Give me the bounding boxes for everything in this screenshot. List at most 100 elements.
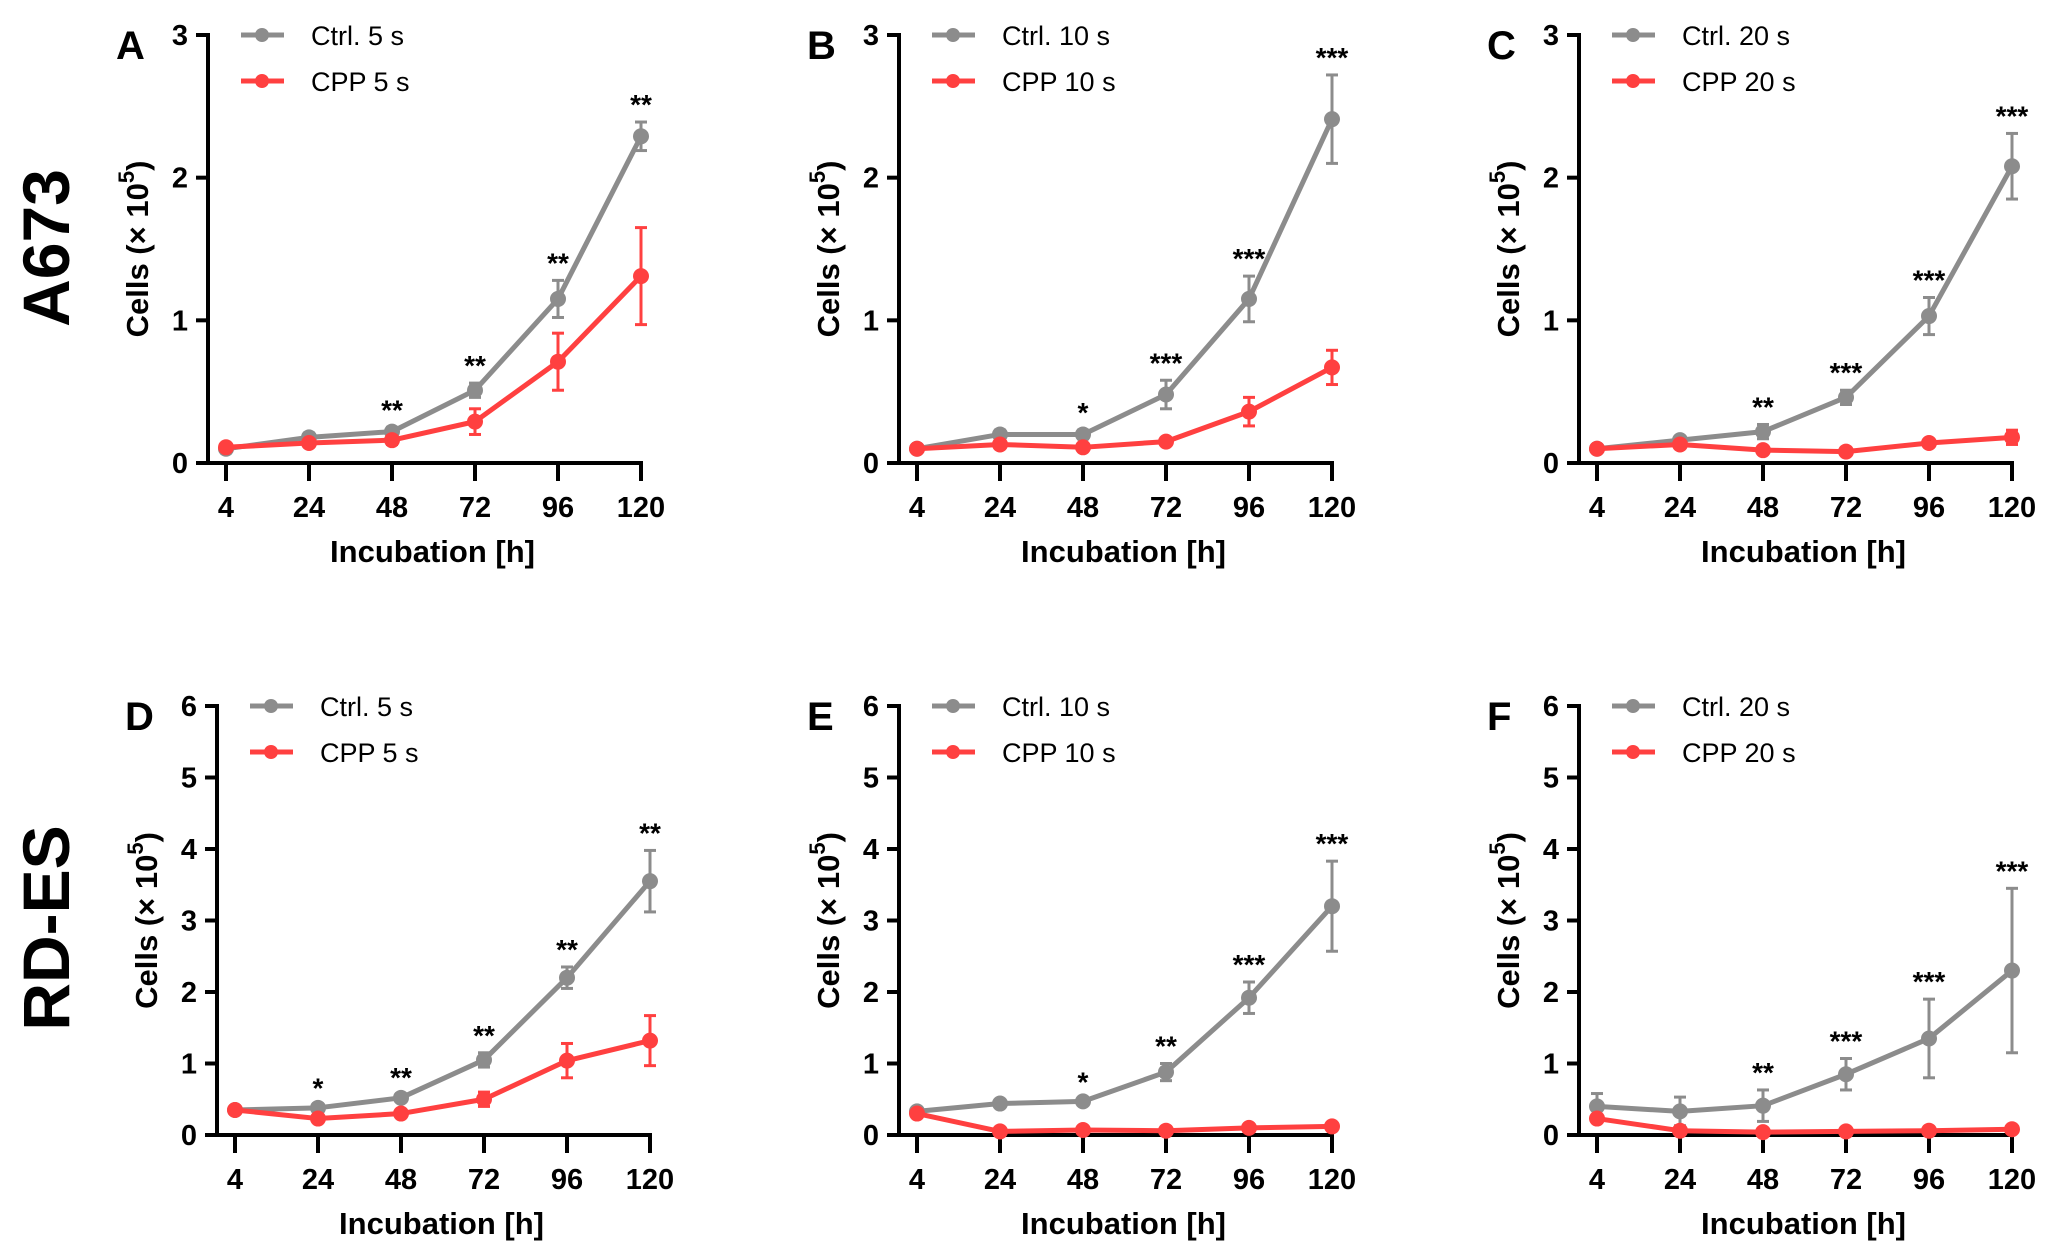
legend-label: Ctrl. 5 s <box>320 692 413 722</box>
data-point <box>1324 111 1340 128</box>
series-line <box>234 1038 651 1122</box>
x-tick-label: 4 <box>227 1164 243 1196</box>
data-point <box>1241 1119 1257 1136</box>
significance-marker: *** <box>1996 100 2029 131</box>
y-axis-title: Cells (× 105) <box>805 161 846 338</box>
data-point <box>1838 389 1854 406</box>
x-tick-label: 4 <box>909 492 925 524</box>
x-tick-label: 48 <box>385 1164 417 1196</box>
significance-marker: *** <box>1830 357 1863 388</box>
y-axis-title-main: Cells (× 10 <box>129 855 164 1009</box>
data-point <box>476 1091 492 1108</box>
data-point <box>559 1052 575 1069</box>
y-axis-title-main: Cells (× 10 <box>120 183 155 337</box>
data-point <box>909 440 925 457</box>
significance-marker: *** <box>1913 966 1946 997</box>
series-cpp <box>909 348 1340 457</box>
series-line <box>1596 968 2014 1114</box>
data-point <box>393 1105 409 1122</box>
y-tick-label: 0 <box>863 1120 879 1152</box>
data-point <box>909 1105 925 1122</box>
x-tick-label: 96 <box>1233 492 1265 524</box>
y-tick-label: 3 <box>863 906 879 938</box>
series-ctrl <box>218 120 649 457</box>
row-label-rdes: RD-ES <box>9 825 83 1030</box>
y-tick-label: 4 <box>181 834 197 866</box>
data-point <box>2004 962 2020 979</box>
series-ctrl <box>909 859 1340 1120</box>
data-point <box>1158 433 1174 450</box>
data-point <box>1672 1103 1688 1120</box>
data-point <box>467 413 483 430</box>
y-tick-label: 1 <box>1543 1049 1559 1081</box>
y-axis-title: Cells (× 105) <box>123 832 164 1009</box>
data-point <box>1589 1110 1605 1127</box>
y-axis-title: Cells (× 105) <box>805 832 846 1009</box>
x-tick-label: 72 <box>1150 1164 1182 1196</box>
y-tick-label: 2 <box>863 977 879 1009</box>
data-point <box>301 435 317 452</box>
data-point <box>1921 1030 1937 1047</box>
y-axis-title-end: ) <box>120 161 155 171</box>
y-axis-title-exponent: 5 <box>1485 171 1510 183</box>
panel-letter: C <box>1487 24 1516 68</box>
x-tick-label: 48 <box>1747 1164 1779 1196</box>
panel-d: D 0 1 2 3 4 5 6 4 24 48 72 96 120 Incubation [h] Cells … <box>123 691 674 1241</box>
data-point <box>1755 1097 1771 1114</box>
series-line <box>1596 165 2015 452</box>
data-point <box>1241 290 1257 307</box>
y-axis-title-exponent: 5 <box>1485 842 1510 854</box>
y-tick-label: 6 <box>181 691 197 723</box>
data-point <box>467 382 483 399</box>
data-point <box>633 268 649 285</box>
panel-f: F 0 1 2 3 4 5 6 4 24 48 72 96 120 Incubation [h] Cells … <box>1485 691 2036 1241</box>
legend-marker <box>264 745 278 759</box>
x-tick-label: 96 <box>1913 1164 1945 1196</box>
x-tick-label: 24 <box>293 492 325 524</box>
panel-letter: E <box>807 695 834 739</box>
y-tick-label: 2 <box>863 163 879 195</box>
y-axis-title-end: ) <box>1491 161 1526 171</box>
y-tick-label: 0 <box>863 448 879 480</box>
series-ctrl <box>227 848 658 1118</box>
significance-marker: *** <box>1150 347 1183 378</box>
significance-marker: ** <box>1155 1031 1177 1062</box>
data-point <box>1838 1066 1854 1083</box>
y-tick-label: 2 <box>1543 977 1559 1009</box>
series-line <box>916 118 1335 452</box>
data-point <box>1921 1122 1937 1139</box>
y-tick-label: 0 <box>1543 448 1559 480</box>
data-point <box>550 290 566 307</box>
panel-letter: F <box>1487 695 1511 739</box>
series-cpp <box>227 1014 658 1127</box>
x-axis-title: Incubation [h] <box>1701 534 1906 569</box>
data-point <box>393 1089 409 1106</box>
legend-label: CPP 5 s <box>320 738 419 768</box>
series-line <box>1596 434 2013 455</box>
data-point <box>218 439 234 456</box>
y-tick-label: 2 <box>181 977 197 1009</box>
y-tick-label: 5 <box>1543 763 1559 795</box>
significance-marker: ** <box>1752 1057 1774 1088</box>
y-axis-title: Cells (× 105) <box>1485 161 1526 338</box>
x-tick-label: 24 <box>1664 1164 1696 1196</box>
data-point <box>1921 308 1937 325</box>
series-line <box>916 1111 1333 1134</box>
legend-marker <box>1626 74 1640 88</box>
panel-letter: D <box>125 695 154 739</box>
panel-e: E 0 1 2 3 4 5 6 4 24 48 72 96 120 Incubation [h] Cells … <box>805 691 1356 1241</box>
significance-marker: ** <box>630 89 652 120</box>
x-tick-label: 72 <box>1830 492 1862 524</box>
data-point <box>992 1095 1008 1112</box>
series-cpp <box>909 1105 1340 1140</box>
data-point <box>1324 359 1340 376</box>
x-axis-title: Incubation [h] <box>330 534 535 569</box>
data-point <box>2004 158 2020 175</box>
panel-a: A 0 1 2 3 4 24 48 72 96 120 Incubation [h] Cells (× … <box>114 20 665 569</box>
significance-marker: ** <box>473 1020 495 1051</box>
data-point <box>550 353 566 370</box>
x-tick-label: 4 <box>909 1164 925 1196</box>
legend-marker <box>1626 28 1640 42</box>
series-line <box>225 135 644 452</box>
y-axis-title-exponent: 5 <box>805 171 830 183</box>
